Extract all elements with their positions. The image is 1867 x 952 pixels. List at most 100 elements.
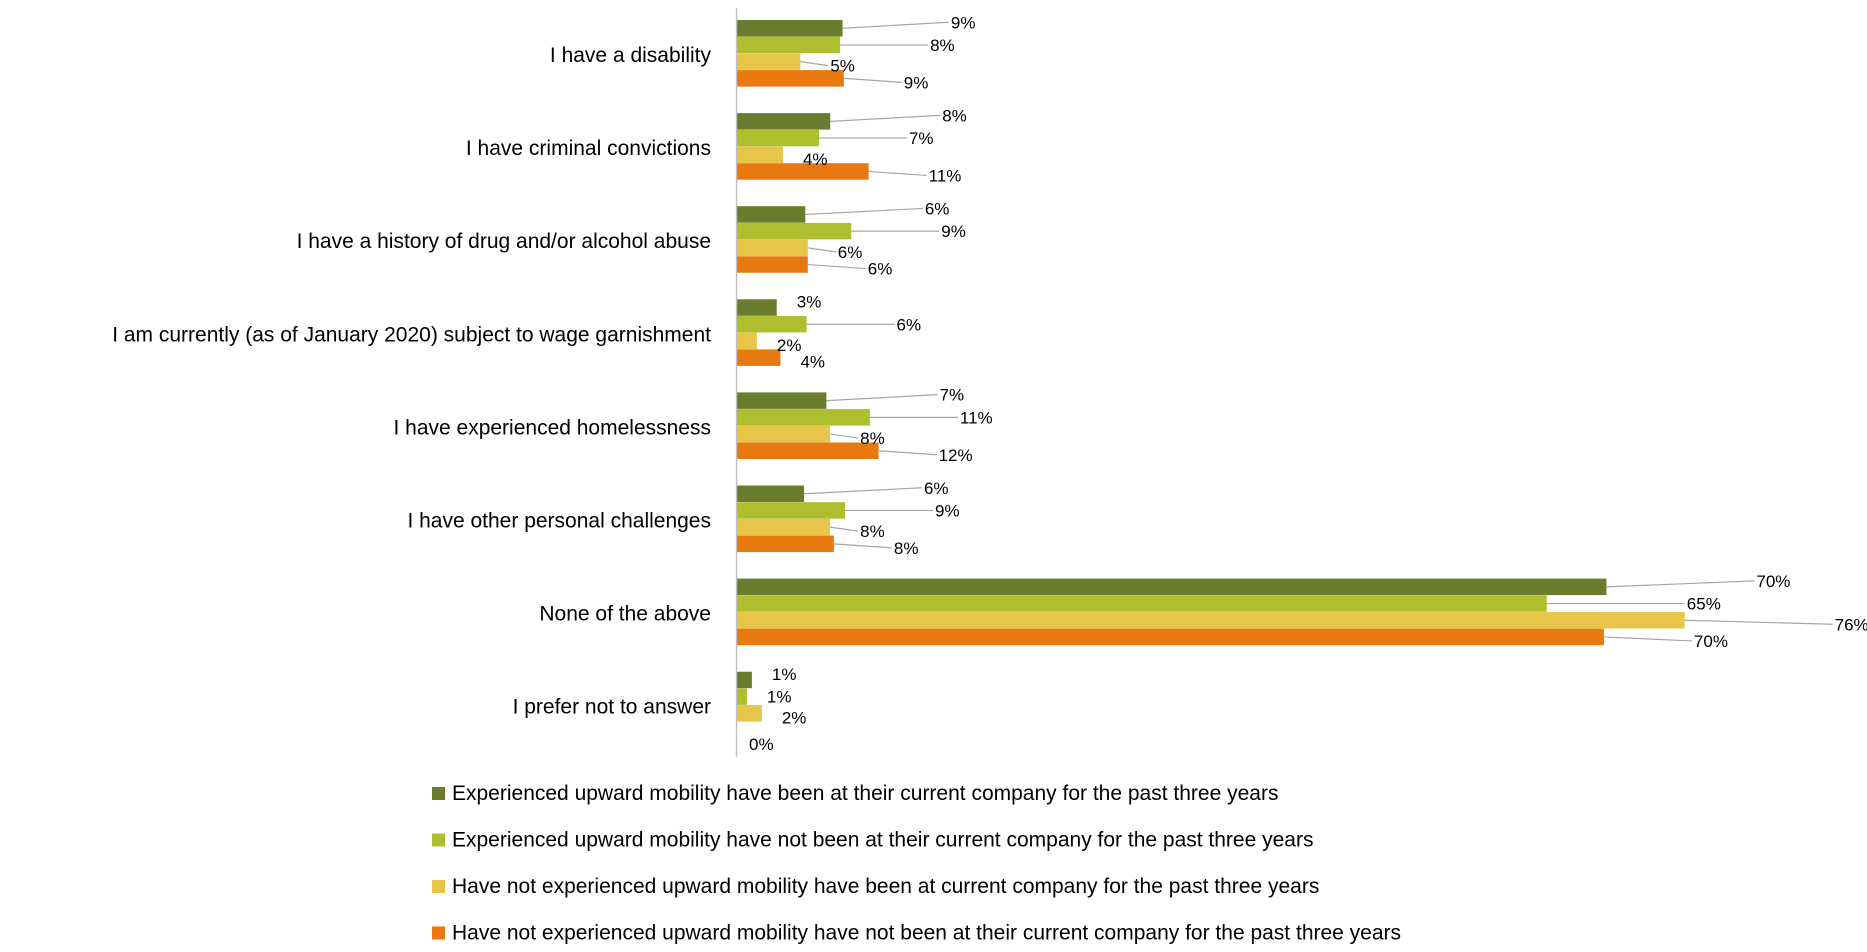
data-label: 4% bbox=[803, 150, 828, 169]
bar bbox=[737, 256, 808, 273]
data-label: 7% bbox=[909, 129, 934, 148]
category-label: I have experienced homelessness bbox=[393, 416, 711, 439]
category-label: I prefer not to answer bbox=[513, 696, 711, 719]
leader-line bbox=[830, 433, 859, 439]
bar bbox=[737, 578, 1607, 596]
leader-lines bbox=[800, 21, 1833, 642]
category-label: I have a disability bbox=[550, 44, 712, 67]
data-label: 11% bbox=[960, 408, 993, 427]
bar bbox=[737, 671, 752, 689]
bar bbox=[737, 113, 831, 130]
bar bbox=[737, 316, 807, 333]
leader-line bbox=[842, 21, 949, 29]
data-label: 9% bbox=[904, 73, 929, 92]
bar bbox=[737, 332, 757, 350]
data-label: 76% bbox=[1835, 615, 1867, 634]
leader-line bbox=[843, 77, 902, 83]
data-label: 1% bbox=[772, 665, 797, 684]
bar bbox=[737, 612, 1685, 629]
bars bbox=[737, 20, 1685, 722]
legend: Experienced upward mobility have been at… bbox=[432, 782, 1401, 945]
data-label: 1% bbox=[767, 688, 792, 707]
bar bbox=[737, 349, 781, 366]
category-labels: I have a disability I have criminal convi… bbox=[112, 44, 711, 719]
leader-line bbox=[807, 263, 866, 270]
bar bbox=[737, 70, 844, 87]
data-labels: 9%8%5%9%8%7%4%11%6%9%6%6%3%6%2%4%7%11%8%… bbox=[749, 13, 1867, 754]
leader-line bbox=[830, 526, 859, 532]
leader-line bbox=[800, 61, 829, 67]
data-label: 4% bbox=[800, 353, 825, 372]
bar bbox=[737, 146, 783, 163]
bar bbox=[737, 299, 777, 316]
leader-line bbox=[826, 394, 938, 402]
data-label: 9% bbox=[935, 501, 960, 520]
category-label: None of the above bbox=[539, 603, 711, 626]
data-label: 5% bbox=[830, 57, 855, 76]
leader-line bbox=[1603, 636, 1692, 642]
data-label: 7% bbox=[940, 386, 965, 405]
category-label: I have other personal challenges bbox=[407, 510, 711, 533]
legend-label: Have not experienced upward mobility hav… bbox=[452, 922, 1401, 945]
data-label: 12% bbox=[939, 446, 973, 465]
data-label: 6% bbox=[838, 243, 863, 262]
data-label: 8% bbox=[860, 522, 885, 541]
legend-swatch bbox=[432, 926, 445, 940]
leader-line bbox=[805, 207, 923, 216]
bar bbox=[737, 628, 1604, 646]
leader-line bbox=[1684, 619, 1833, 625]
data-label: 8% bbox=[942, 106, 967, 125]
leader-line bbox=[830, 114, 941, 122]
leader-line bbox=[807, 247, 836, 253]
leader-line bbox=[878, 450, 937, 456]
bar bbox=[737, 409, 870, 426]
bar bbox=[737, 688, 747, 705]
bar bbox=[737, 502, 846, 519]
bar bbox=[737, 535, 834, 553]
bar bbox=[737, 705, 762, 722]
data-label: 2% bbox=[782, 708, 807, 727]
data-label: 65% bbox=[1687, 595, 1721, 614]
category-label: I have a history of drug and/or alcohol … bbox=[297, 230, 711, 253]
legend-swatch bbox=[432, 880, 445, 893]
bar bbox=[737, 442, 879, 459]
leader-line bbox=[833, 543, 892, 549]
data-label: 8% bbox=[860, 429, 885, 448]
leader-line bbox=[804, 487, 922, 495]
bar bbox=[737, 20, 843, 37]
data-label: 8% bbox=[894, 539, 919, 558]
data-label: 6% bbox=[924, 479, 949, 498]
data-label: 6% bbox=[925, 199, 950, 218]
legend-swatch bbox=[432, 787, 445, 800]
bar bbox=[737, 163, 869, 180]
bar bbox=[737, 206, 806, 223]
bar bbox=[737, 595, 1547, 612]
bar bbox=[737, 518, 831, 536]
category-label: I am currently (as of January 2020) subj… bbox=[112, 323, 711, 346]
bar bbox=[737, 239, 808, 257]
leader-line bbox=[868, 170, 927, 177]
data-label: 6% bbox=[868, 260, 893, 279]
bar bbox=[737, 392, 827, 409]
data-label: 0% bbox=[749, 735, 774, 754]
data-label: 2% bbox=[777, 336, 802, 355]
legend-label: Experienced upward mobility have not bee… bbox=[452, 829, 1313, 852]
bar bbox=[737, 53, 801, 70]
category-label: I have criminal convictions bbox=[466, 137, 711, 160]
data-label: 70% bbox=[1694, 632, 1728, 651]
bar bbox=[737, 36, 841, 54]
data-label: 70% bbox=[1756, 572, 1790, 591]
bar bbox=[737, 425, 831, 443]
data-label: 6% bbox=[897, 315, 922, 334]
data-label: 3% bbox=[797, 293, 822, 312]
bar bbox=[737, 222, 852, 240]
data-label: 8% bbox=[930, 36, 955, 55]
data-label: 9% bbox=[941, 222, 966, 241]
leader-line bbox=[1606, 580, 1755, 588]
legend-label: Have not experienced upward mobility hav… bbox=[452, 875, 1319, 898]
bar bbox=[737, 485, 805, 502]
legend-swatch bbox=[432, 833, 445, 847]
data-label: 11% bbox=[929, 166, 962, 185]
data-label: 9% bbox=[951, 13, 976, 32]
